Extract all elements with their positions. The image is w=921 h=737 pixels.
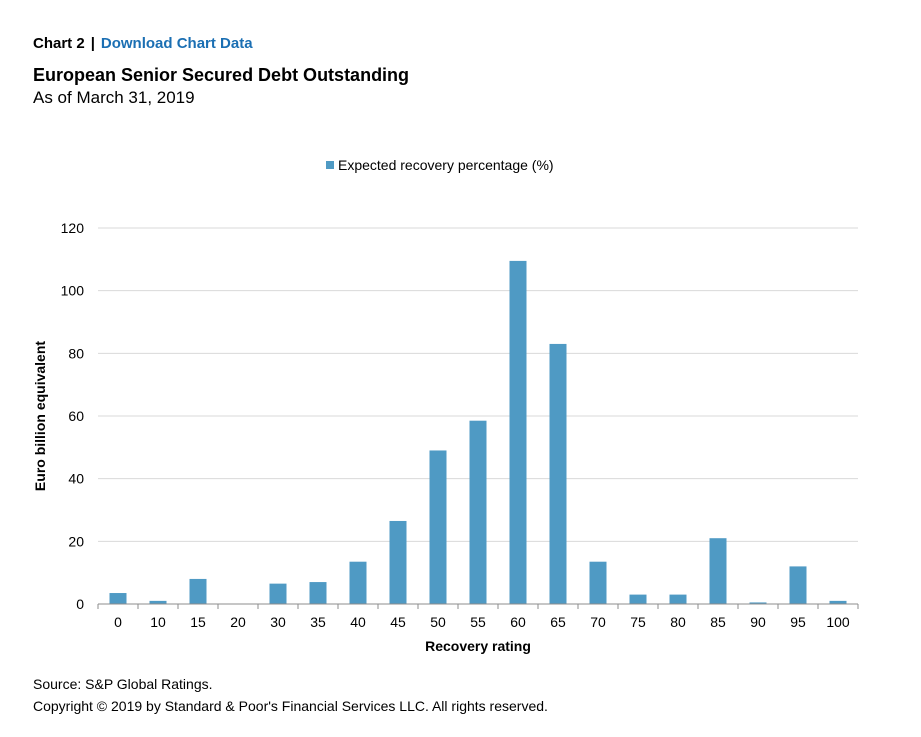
- x-tick-label: 90: [750, 614, 766, 630]
- x-tick-label: 20: [230, 614, 246, 630]
- bar: [709, 538, 727, 604]
- x-tick-label: 95: [790, 614, 806, 630]
- bar: [429, 450, 447, 604]
- x-axis-title: Recovery rating: [425, 638, 531, 654]
- bar: [189, 578, 207, 604]
- legend-swatch: [326, 161, 334, 169]
- bar: [629, 594, 647, 604]
- y-tick-label: 60: [68, 408, 84, 424]
- bar: [789, 566, 807, 604]
- bar-chart: 0 20 40 60 80 100 120 0 10 15 20 30 35 40 45 50 55 60 65 70…: [32, 157, 859, 654]
- bar: [389, 520, 407, 604]
- legend-label: Expected recovery percentage (%): [338, 157, 554, 173]
- bar: [269, 583, 287, 604]
- x-tick-label: 10: [150, 614, 166, 630]
- x-tick-label: 15: [190, 614, 206, 630]
- bar: [549, 343, 567, 604]
- y-tick-label: 120: [61, 220, 85, 236]
- x-tick-label: 85: [710, 614, 726, 630]
- bar: [109, 593, 127, 604]
- x-tick-label: 100: [826, 614, 850, 630]
- x-tick-label: 45: [390, 614, 406, 630]
- chart-header: Chart 2 | Download Chart Data: [33, 35, 253, 52]
- header-separator: |: [90, 35, 95, 52]
- chart-number: Chart 2: [33, 35, 85, 52]
- bar: [149, 600, 167, 604]
- bar: [749, 602, 767, 604]
- chart-title: European Senior Secured Debt Outstanding: [33, 65, 410, 85]
- x-tick-label: 80: [670, 614, 686, 630]
- x-tick-label: 35: [310, 614, 326, 630]
- chart-subtitle: As of March 31, 2019: [33, 88, 195, 107]
- source-note: Source: S&P Global Ratings.: [33, 676, 213, 692]
- x-tick-label: 60: [510, 614, 526, 630]
- x-tick-label: 55: [470, 614, 486, 630]
- x-tick-label: 70: [590, 614, 606, 630]
- y-tick-label: 80: [68, 345, 84, 361]
- bar: [589, 561, 607, 604]
- bar: [309, 582, 327, 604]
- y-tick-label: 20: [68, 533, 84, 549]
- y-tick-label: 40: [68, 471, 84, 487]
- x-tick-label: 0: [114, 614, 122, 630]
- bar: [669, 594, 687, 604]
- y-tick-label: 0: [76, 596, 84, 612]
- copyright-note: Copyright © 2019 by Standard & Poor's Fi…: [33, 698, 548, 714]
- x-tick-label: 75: [630, 614, 646, 630]
- bar: [349, 561, 367, 604]
- y-tick-label: 100: [61, 283, 85, 299]
- x-tick-label: 40: [350, 614, 366, 630]
- bar: [829, 600, 847, 604]
- bar: [469, 420, 487, 604]
- x-tick-label: 65: [550, 614, 566, 630]
- x-tick-label: 30: [270, 614, 286, 630]
- download-chart-data-link[interactable]: Download Chart Data: [100, 35, 253, 52]
- bar: [509, 260, 527, 604]
- x-tick-label: 50: [430, 614, 446, 630]
- y-axis-title: Euro billion equivalent: [32, 341, 48, 491]
